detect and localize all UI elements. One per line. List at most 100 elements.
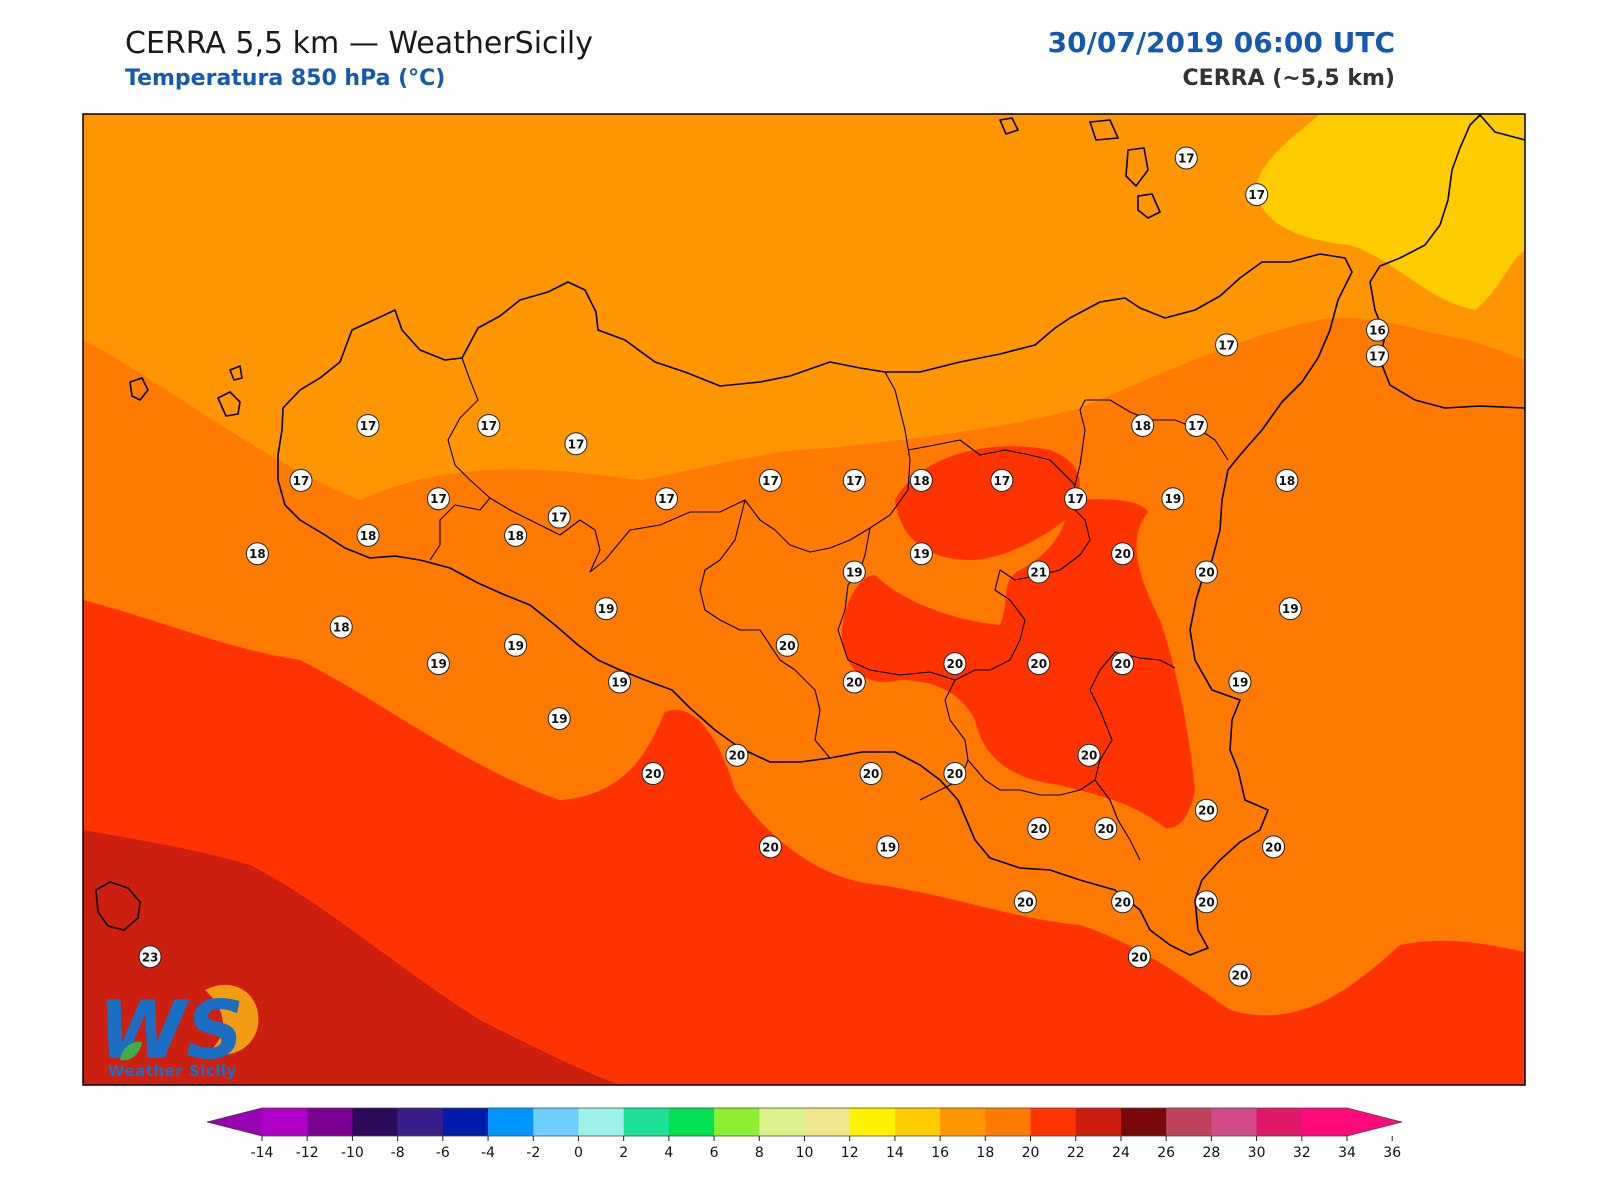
colorbar-tick-label: 4 (664, 1145, 673, 1161)
island-vulcano (1137, 193, 1161, 219)
colorbar-tick-label: 20 (1022, 1145, 1040, 1161)
temperature-point-marker (504, 523, 528, 547)
temp-band-22-24-inland (841, 446, 1195, 829)
colorbar-over-arrow (1347, 1108, 1402, 1136)
colorbar-tick-label: 16 (931, 1145, 949, 1161)
temperature-point-marker (859, 762, 883, 786)
temperature-point-marker (1261, 835, 1285, 859)
province-border-catania-siracusa (1089, 651, 1176, 861)
temperature-point-marker (1228, 963, 1252, 987)
temperature-point-marker (1184, 413, 1208, 437)
island-levanzo (129, 377, 149, 401)
temperature-point-value: 17 (568, 437, 585, 451)
temperature-point: 17 (1184, 413, 1208, 437)
temperature-point: 19 (842, 560, 866, 584)
temperature-point-marker (289, 468, 313, 492)
temperature-point: 17 (289, 468, 313, 492)
island-lipari (1125, 147, 1149, 187)
temperature-labels: 17 17 16 17 17 17 17 17 18 17 17 17 17 17 17 18 17 17 19 18… (138, 146, 1389, 987)
colorbar-swatch (623, 1108, 670, 1136)
temperature-point-marker (1013, 890, 1037, 914)
temperature-point-value: 20 (645, 767, 662, 781)
temperature-point-marker (547, 707, 571, 731)
temperature-point: 17 (655, 487, 679, 511)
province-border-trapani-palermo (429, 357, 491, 561)
colorbar-swatch (668, 1108, 715, 1136)
temperature-point-value: 20 (1030, 657, 1047, 671)
temperature-point-value: 18 (360, 529, 377, 543)
province-border-palermo-agrigento (489, 497, 891, 573)
temperature-point-value: 17 (994, 474, 1011, 488)
temperature-point-value: 20 (1198, 566, 1215, 580)
temperature-point-value: 19 (913, 547, 930, 561)
colorbar-swatch (307, 1108, 353, 1136)
logo-sun-icon (205, 984, 259, 1055)
temperature-point-marker (1365, 318, 1389, 342)
temperature-point: 18 (329, 615, 353, 639)
temperature-point-value: 20 (1114, 547, 1131, 561)
temperature-point-marker (1027, 560, 1051, 584)
temperature-point-value: 20 (1030, 822, 1047, 836)
model-name: CERRA (~5,5 km) (1182, 66, 1395, 91)
island-salina (1089, 119, 1119, 141)
temperature-point-value: 19 (507, 639, 524, 653)
temperature-point-marker (547, 505, 571, 529)
temperature-point-value: 17 (293, 474, 310, 488)
temperature-point: 20 (1111, 542, 1135, 566)
province-border-agrigento-caltanissetta (699, 499, 831, 759)
temperature-point-value: 19 (1232, 675, 1249, 689)
colorbar-tick-label: 34 (1338, 1145, 1356, 1161)
colorbar-tick-label: 18 (976, 1145, 994, 1161)
colorbar-swatch (262, 1108, 308, 1136)
temperature-point: 20 (641, 762, 665, 786)
temperature-point-marker (1278, 597, 1302, 621)
colorbar-tick-label: 12 (841, 1145, 859, 1161)
temperature-point-marker (1111, 652, 1135, 676)
colorbar-swatch (849, 1108, 896, 1136)
temperature-point: 19 (876, 835, 900, 859)
colorbar-tick-label: 32 (1293, 1145, 1311, 1161)
temperature-point-marker (138, 945, 162, 969)
colorbar-swatch (985, 1108, 1032, 1136)
temperature-point-value: 19 (1165, 492, 1182, 506)
valid-datetime: 30/07/2019 06:00 UTC (1047, 26, 1395, 59)
island-marettimo (217, 391, 241, 417)
province-border-caltanissetta-ragusa (919, 679, 969, 801)
colorbar-tick-label: -10 (341, 1145, 364, 1161)
calabria-coastline (1369, 114, 1525, 409)
temperature-point-value: 20 (947, 657, 964, 671)
colorbar-swatch (759, 1108, 805, 1136)
temperature-point-value: 20 (779, 639, 796, 653)
temperature-point-value: 17 (658, 492, 675, 506)
temperature-point-value: 17 (1188, 419, 1205, 433)
colorbar-swatch (533, 1108, 579, 1136)
temperature-point: 20 (1027, 817, 1051, 841)
temperature-point-marker (909, 542, 933, 566)
temperature-point-marker (594, 597, 618, 621)
colorbar-swatch (578, 1108, 625, 1136)
temperature-point-marker (842, 670, 866, 694)
temperature-point-marker (477, 413, 501, 437)
temperature-point-marker (1161, 487, 1185, 511)
temperature-point-value: 17 (846, 474, 863, 488)
temperature-point-value: 19 (879, 840, 896, 854)
temperature-point-value: 17 (762, 474, 779, 488)
colorbar-swatch (1030, 1108, 1077, 1136)
temperature-point-marker (564, 432, 588, 456)
temperature-point-value: 20 (947, 767, 964, 781)
temperature-point: 20 (1261, 835, 1285, 859)
temperature-point-value: 19 (846, 566, 863, 580)
temperature-point: 20 (1111, 890, 1135, 914)
temperature-point: 20 (1194, 890, 1218, 914)
coastline (95, 114, 1525, 956)
temperature-point-marker (608, 670, 632, 694)
temperature-point: 17 (1064, 487, 1088, 511)
temperature-point-value: 18 (333, 620, 350, 634)
colorbar-tick-label: 36 (1383, 1145, 1401, 1161)
temperature-point-marker (758, 835, 782, 859)
temperature-point: 20 (943, 762, 967, 786)
temperature-point-marker (943, 652, 967, 676)
temperature-point-marker (504, 633, 528, 657)
colorbar-swatch (352, 1108, 399, 1136)
